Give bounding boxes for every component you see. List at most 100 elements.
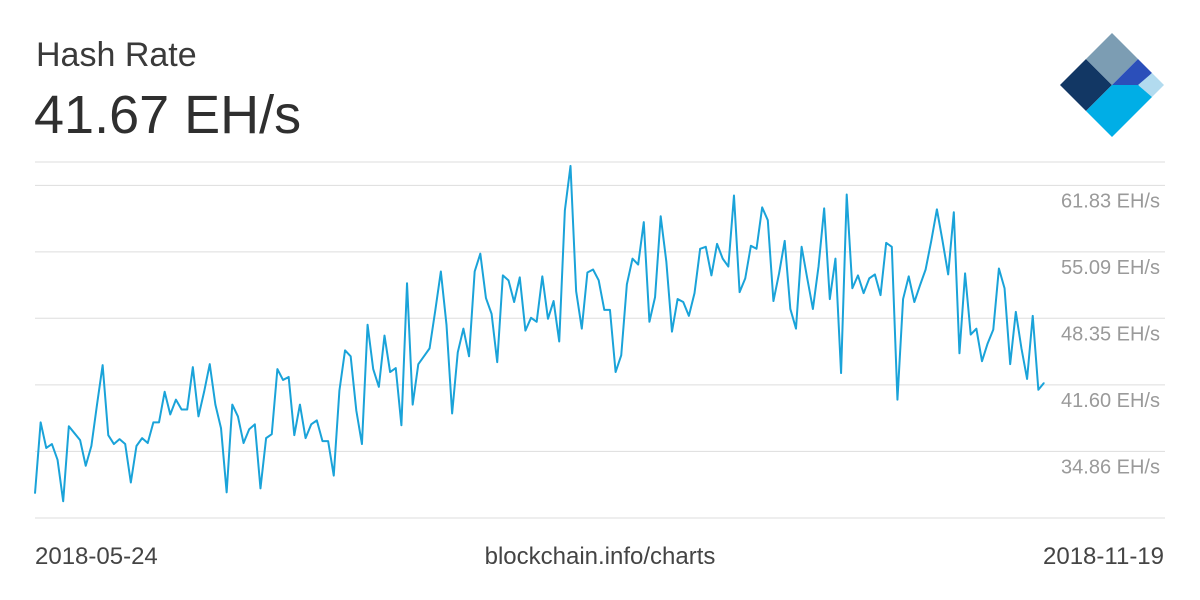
data-point xyxy=(851,287,853,289)
data-point xyxy=(772,300,775,302)
data-point xyxy=(40,421,42,423)
data-point xyxy=(727,265,729,268)
data-point xyxy=(271,433,273,435)
data-point xyxy=(846,193,848,196)
logo-diamond xyxy=(1060,33,1164,137)
data-point xyxy=(316,419,318,421)
data-point xyxy=(620,354,622,356)
data-point xyxy=(1043,382,1045,384)
data-point xyxy=(536,321,538,323)
data-point xyxy=(226,491,228,493)
data-point xyxy=(254,423,256,425)
data-point xyxy=(237,415,239,418)
data-point xyxy=(141,437,143,439)
data-point xyxy=(192,366,194,368)
data-point xyxy=(981,360,983,362)
data-point xyxy=(310,423,312,425)
data-point xyxy=(34,492,36,494)
data-point xyxy=(214,403,216,406)
data-point xyxy=(158,421,160,423)
data-point xyxy=(135,445,138,447)
data-point xyxy=(970,333,972,336)
data-point xyxy=(366,324,369,326)
data-point xyxy=(784,240,786,242)
data-point xyxy=(688,315,690,317)
data-point xyxy=(660,215,662,217)
data-point xyxy=(750,245,752,247)
data-point xyxy=(992,329,994,331)
data-point xyxy=(564,209,566,211)
data-point xyxy=(896,399,899,401)
data-point xyxy=(834,258,837,260)
data-point xyxy=(885,242,887,244)
data-point xyxy=(716,243,718,245)
data-point xyxy=(507,279,510,281)
data-point xyxy=(440,270,442,273)
data-point xyxy=(705,246,707,248)
data-point xyxy=(958,352,961,354)
data-point xyxy=(592,268,594,271)
data-point xyxy=(338,390,340,392)
source-label: blockchain.info/charts xyxy=(484,543,716,570)
chart-title: Hash Rate xyxy=(36,36,197,74)
data-point xyxy=(333,475,335,477)
data-point xyxy=(479,253,481,255)
data-point xyxy=(434,310,436,312)
data-point xyxy=(468,355,470,357)
data-point xyxy=(412,403,414,406)
data-point xyxy=(801,246,803,248)
data-point xyxy=(180,408,183,411)
data-point xyxy=(682,301,684,303)
data-point xyxy=(265,437,267,439)
data-point xyxy=(925,268,927,271)
data-point xyxy=(242,442,245,444)
data-point xyxy=(615,371,617,373)
data-point xyxy=(677,298,679,300)
data-point xyxy=(96,403,98,406)
gridlines xyxy=(35,161,1165,519)
data-point xyxy=(598,279,600,281)
data-point xyxy=(1003,287,1006,289)
data-point xyxy=(502,274,504,277)
data-point xyxy=(558,340,560,343)
data-point xyxy=(569,165,572,167)
data-point xyxy=(197,415,200,418)
data-point xyxy=(1009,363,1011,365)
data-point xyxy=(102,364,104,366)
data-point xyxy=(203,391,205,393)
y-tick-label: 34.86 EH/s xyxy=(1061,456,1160,478)
data-point xyxy=(1020,347,1023,349)
data-point xyxy=(637,263,639,266)
data-point xyxy=(423,355,425,357)
data-point xyxy=(350,355,352,357)
data-point xyxy=(964,272,966,275)
data-point xyxy=(231,403,233,406)
data-point xyxy=(90,445,92,447)
data-point xyxy=(152,421,154,423)
data-point xyxy=(575,290,577,292)
data-point xyxy=(891,246,893,248)
data-point xyxy=(519,276,521,278)
data-point xyxy=(485,297,487,299)
data-point xyxy=(113,443,115,445)
data-point xyxy=(671,331,673,333)
series-line-hash-rate xyxy=(34,164,1045,503)
data-point xyxy=(282,379,284,381)
data-point xyxy=(462,328,464,330)
data-point xyxy=(1015,311,1017,313)
data-point xyxy=(445,324,448,326)
y-tick-label: 61.83 EH/s xyxy=(1061,190,1160,212)
data-point xyxy=(209,363,211,365)
data-point xyxy=(631,258,634,260)
y-tick-label: 41.60 EH/s xyxy=(1061,390,1160,412)
data-point xyxy=(79,439,81,441)
logo-light-tile xyxy=(1138,73,1164,97)
data-point xyxy=(648,321,651,323)
data-point xyxy=(998,267,1000,270)
data-point xyxy=(248,428,250,430)
data-point xyxy=(124,443,126,445)
data-point xyxy=(344,349,346,351)
data-point xyxy=(908,275,910,277)
data-point xyxy=(874,273,876,276)
